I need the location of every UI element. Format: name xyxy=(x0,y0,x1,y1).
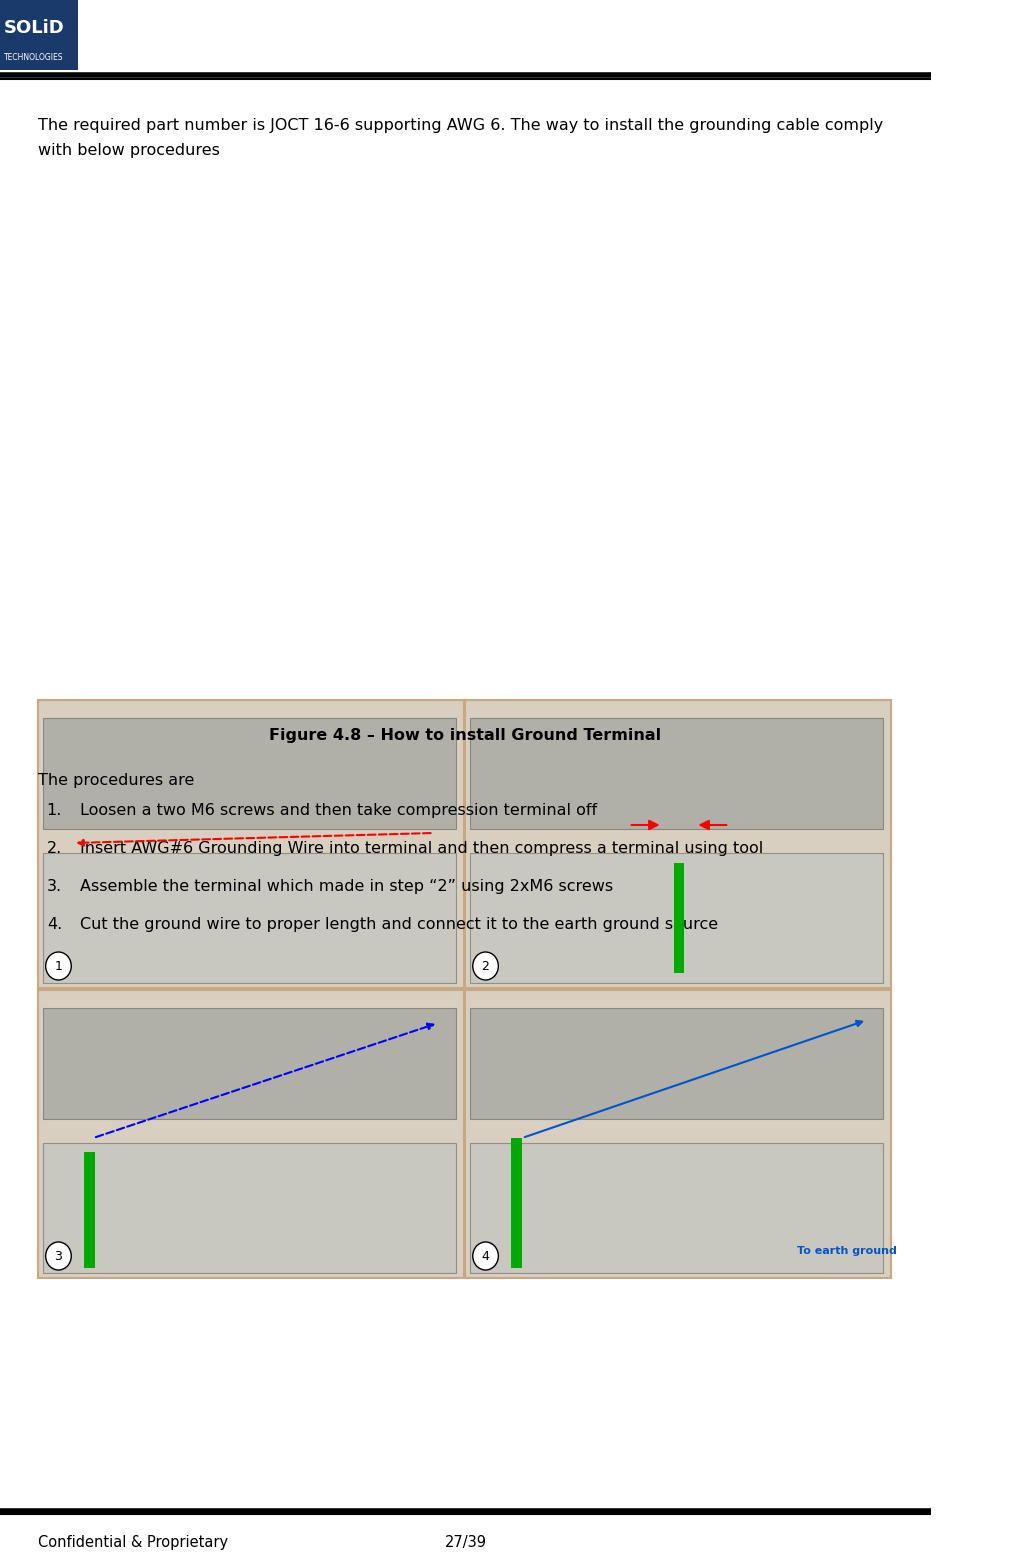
Text: SOLiD: SOLiD xyxy=(4,19,64,38)
FancyBboxPatch shape xyxy=(43,1143,457,1272)
FancyBboxPatch shape xyxy=(466,989,891,1279)
FancyBboxPatch shape xyxy=(39,989,464,1279)
Circle shape xyxy=(46,952,71,980)
FancyBboxPatch shape xyxy=(674,863,685,974)
FancyBboxPatch shape xyxy=(43,852,457,983)
Text: 4: 4 xyxy=(482,1249,489,1263)
Text: with below procedures: with below procedures xyxy=(39,142,220,158)
Text: 1.: 1. xyxy=(47,803,62,817)
FancyBboxPatch shape xyxy=(43,719,457,828)
Text: Cut the ground wire to proper length and connect it to the earth ground source: Cut the ground wire to proper length and… xyxy=(81,917,718,932)
Text: To earth ground: To earth ground xyxy=(797,1246,897,1257)
FancyBboxPatch shape xyxy=(470,719,883,828)
Text: Insert AWG#6 Grounding Wire into terminal and then compress a terminal using too: Insert AWG#6 Grounding Wire into termina… xyxy=(81,841,763,857)
FancyBboxPatch shape xyxy=(0,0,77,70)
Text: Assemble the terminal which made in step “2” using 2xM6 screws: Assemble the terminal which made in step… xyxy=(81,878,613,894)
FancyBboxPatch shape xyxy=(84,1152,95,1268)
Text: 2.: 2. xyxy=(47,841,62,857)
FancyBboxPatch shape xyxy=(470,1143,883,1272)
Text: Loosen a two M6 screws and then take compression terminal off: Loosen a two M6 screws and then take com… xyxy=(81,803,597,817)
FancyBboxPatch shape xyxy=(39,700,464,988)
FancyBboxPatch shape xyxy=(43,1008,457,1119)
Text: Figure 4.8 – How to install Ground Terminal: Figure 4.8 – How to install Ground Termi… xyxy=(269,728,661,742)
Text: TECHNOLOGIES: TECHNOLOGIES xyxy=(4,53,63,61)
FancyBboxPatch shape xyxy=(512,1138,522,1268)
Text: The required part number is JOCT 16-6 supporting AWG 6. The way to install the g: The required part number is JOCT 16-6 su… xyxy=(39,117,883,133)
FancyBboxPatch shape xyxy=(470,852,883,983)
Text: 2: 2 xyxy=(482,960,489,972)
Text: The procedures are: The procedures are xyxy=(39,774,195,788)
Circle shape xyxy=(473,952,498,980)
Circle shape xyxy=(473,1243,498,1271)
Text: 3: 3 xyxy=(55,1249,62,1263)
Text: 4.: 4. xyxy=(47,917,62,932)
Text: 3.: 3. xyxy=(47,878,62,894)
FancyBboxPatch shape xyxy=(466,700,891,988)
Text: 27/39: 27/39 xyxy=(444,1535,486,1550)
FancyBboxPatch shape xyxy=(470,1008,883,1119)
Text: 1: 1 xyxy=(55,960,62,972)
Circle shape xyxy=(46,1243,71,1271)
Text: Confidential & Proprietary: Confidential & Proprietary xyxy=(39,1535,228,1550)
